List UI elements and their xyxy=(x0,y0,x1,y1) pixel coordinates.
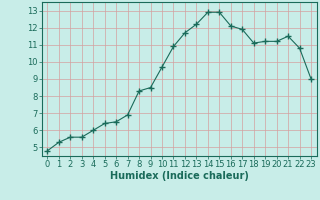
X-axis label: Humidex (Indice chaleur): Humidex (Indice chaleur) xyxy=(110,171,249,181)
